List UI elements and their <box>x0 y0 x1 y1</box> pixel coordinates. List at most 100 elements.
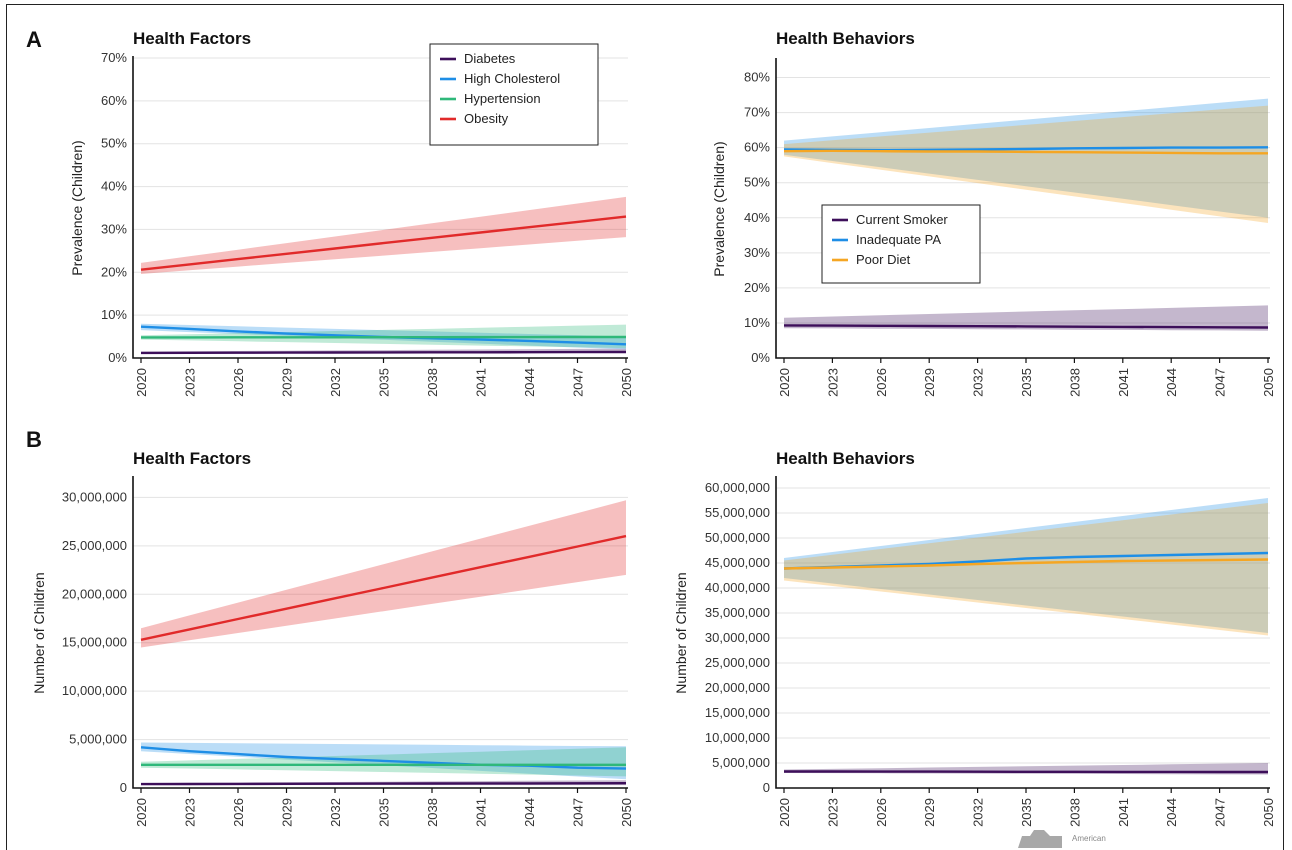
chart-title: Health Behaviors <box>776 29 915 48</box>
x-tick-label: 2050 <box>619 368 634 397</box>
legend: Current Smoker Inadequate PA Poor Diet <box>822 205 980 283</box>
x-tick-label: 2020 <box>134 368 149 397</box>
y-tick-label: 30,000,000 <box>62 489 127 504</box>
x-tick-label: 2044 <box>1164 798 1179 827</box>
y-tick-label: 60% <box>744 140 770 155</box>
x-tick-label: 2029 <box>922 798 937 827</box>
y-tick-label: 10,000,000 <box>705 730 770 745</box>
chart-health-factors-prevalence: Health Factors0%10%20%30%40%50%60%70%Pre… <box>69 29 634 397</box>
x-tick-label: 2023 <box>183 368 198 397</box>
legend-label-hypertension: Hypertension <box>464 91 541 106</box>
band-poor-diet <box>784 503 1268 636</box>
y-tick-label: 25,000,000 <box>705 655 770 670</box>
x-tick-label: 2047 <box>571 798 586 827</box>
legend-label-poor-diet: Poor Diet <box>856 252 911 267</box>
y-tick-label: 70% <box>744 105 770 120</box>
x-tick-label: 2035 <box>1019 798 1034 827</box>
x-tick-label: 2047 <box>1213 798 1228 827</box>
x-tick-label: 2050 <box>619 798 634 827</box>
y-tick-label: 10% <box>744 315 770 330</box>
y-tick-label: 10,000,000 <box>62 683 127 698</box>
x-tick-label: 2047 <box>1213 368 1228 397</box>
x-tick-label: 2026 <box>874 368 889 397</box>
x-tick-label: 2032 <box>971 798 986 827</box>
x-tick-label: 2038 <box>1067 368 1082 397</box>
y-tick-label: 20,000,000 <box>705 680 770 695</box>
y-tick-label: 35,000,000 <box>705 605 770 620</box>
panel-label-b: B <box>26 427 42 452</box>
x-tick-label: 2041 <box>1116 368 1131 397</box>
y-tick-label: 50,000,000 <box>705 530 770 545</box>
y-tick-label: 0% <box>751 350 770 365</box>
y-tick-label: 20,000,000 <box>62 586 127 601</box>
y-tick-label: 70% <box>101 50 127 65</box>
y-tick-label: 20% <box>744 280 770 295</box>
x-tick-label: 2041 <box>474 798 489 827</box>
y-tick-label: 20% <box>101 264 127 279</box>
x-tick-label: 2026 <box>874 798 889 827</box>
x-tick-label: 2032 <box>328 798 343 827</box>
y-tick-label: 40% <box>101 179 127 194</box>
y-tick-label: 5,000,000 <box>712 755 770 770</box>
legend-label-current-smoker: Current Smoker <box>856 212 948 227</box>
publisher-logo: American <box>1018 830 1106 848</box>
x-tick-label: 2035 <box>377 798 392 827</box>
x-tick-label: 2044 <box>522 798 537 827</box>
chart-health-behaviors-prevalence: Health Behaviors0%10%20%30%40%50%60%70%8… <box>711 29 1276 397</box>
series-line-obesity <box>141 217 626 270</box>
chart-title: Health Factors <box>133 449 251 468</box>
legend-label-high-cholesterol: High Cholesterol <box>464 71 560 86</box>
x-tick-label: 2023 <box>825 798 840 827</box>
logo-text: American <box>1072 834 1106 843</box>
y-axis-title: Prevalence (Children) <box>711 141 727 276</box>
x-tick-label: 2044 <box>1164 368 1179 397</box>
x-tick-label: 2050 <box>1261 798 1276 827</box>
x-tick-label: 2038 <box>1067 798 1082 827</box>
x-tick-label: 2029 <box>922 368 937 397</box>
series-line-obesity <box>141 536 626 640</box>
legend: Diabetes High Cholesterol Hypertension Obes… <box>430 44 598 145</box>
y-tick-label: 50% <box>101 136 127 151</box>
y-tick-label: 15,000,000 <box>62 635 127 650</box>
x-tick-label: 2029 <box>280 798 295 827</box>
x-tick-label: 2026 <box>231 798 246 827</box>
y-tick-label: 60% <box>101 93 127 108</box>
panel-label-a: A <box>26 27 42 52</box>
x-tick-label: 2023 <box>825 368 840 397</box>
y-tick-label: 30,000,000 <box>705 630 770 645</box>
legend-label-obesity: Obesity <box>464 111 509 126</box>
x-tick-label: 2023 <box>183 798 198 827</box>
y-tick-label: 60,000,000 <box>705 480 770 495</box>
y-tick-label: 40% <box>744 210 770 225</box>
logo-heart-icon <box>1018 830 1062 848</box>
x-tick-label: 2047 <box>571 368 586 397</box>
legend-label-inadequate-pa: Inadequate PA <box>856 232 941 247</box>
chart-title: Health Behaviors <box>776 449 915 468</box>
x-tick-label: 2020 <box>134 798 149 827</box>
x-tick-label: 2020 <box>777 798 792 827</box>
y-tick-label: 45,000,000 <box>705 555 770 570</box>
y-tick-label: 0 <box>763 780 770 795</box>
y-tick-label: 80% <box>744 70 770 85</box>
y-tick-label: 40,000,000 <box>705 580 770 595</box>
y-axis-title: Number of Children <box>673 572 689 693</box>
y-axis-title: Number of Children <box>31 572 47 693</box>
x-tick-label: 2026 <box>231 368 246 397</box>
x-tick-label: 2035 <box>377 368 392 397</box>
x-tick-label: 2029 <box>280 368 295 397</box>
legend-label-diabetes: Diabetes <box>464 51 516 66</box>
y-tick-label: 55,000,000 <box>705 505 770 520</box>
x-tick-label: 2041 <box>1116 798 1131 827</box>
series-line-diabetes <box>141 783 626 784</box>
chart-health-behaviors-count: Health Behaviors 0 5,000,000 10,000,000 15,0… <box>673 449 1276 827</box>
x-tick-label: 2032 <box>328 368 343 397</box>
y-tick-label: 25,000,000 <box>62 538 127 553</box>
x-tick-label: 2050 <box>1261 368 1276 397</box>
y-tick-label: 50% <box>744 175 770 190</box>
x-tick-label: 2044 <box>522 368 537 397</box>
y-tick-label: 15,000,000 <box>705 705 770 720</box>
y-tick-label: 0 <box>120 780 127 795</box>
x-tick-label: 2041 <box>474 368 489 397</box>
x-tick-label: 2020 <box>777 368 792 397</box>
